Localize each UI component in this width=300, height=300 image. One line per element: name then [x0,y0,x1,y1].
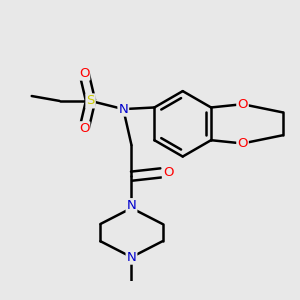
Text: O: O [237,98,248,111]
Text: N: N [127,199,136,212]
Text: N: N [127,250,136,264]
Text: O: O [79,122,89,135]
Text: S: S [86,94,95,107]
Text: N: N [118,103,128,116]
Text: O: O [163,167,173,179]
Text: O: O [237,137,248,150]
Text: O: O [79,67,89,80]
